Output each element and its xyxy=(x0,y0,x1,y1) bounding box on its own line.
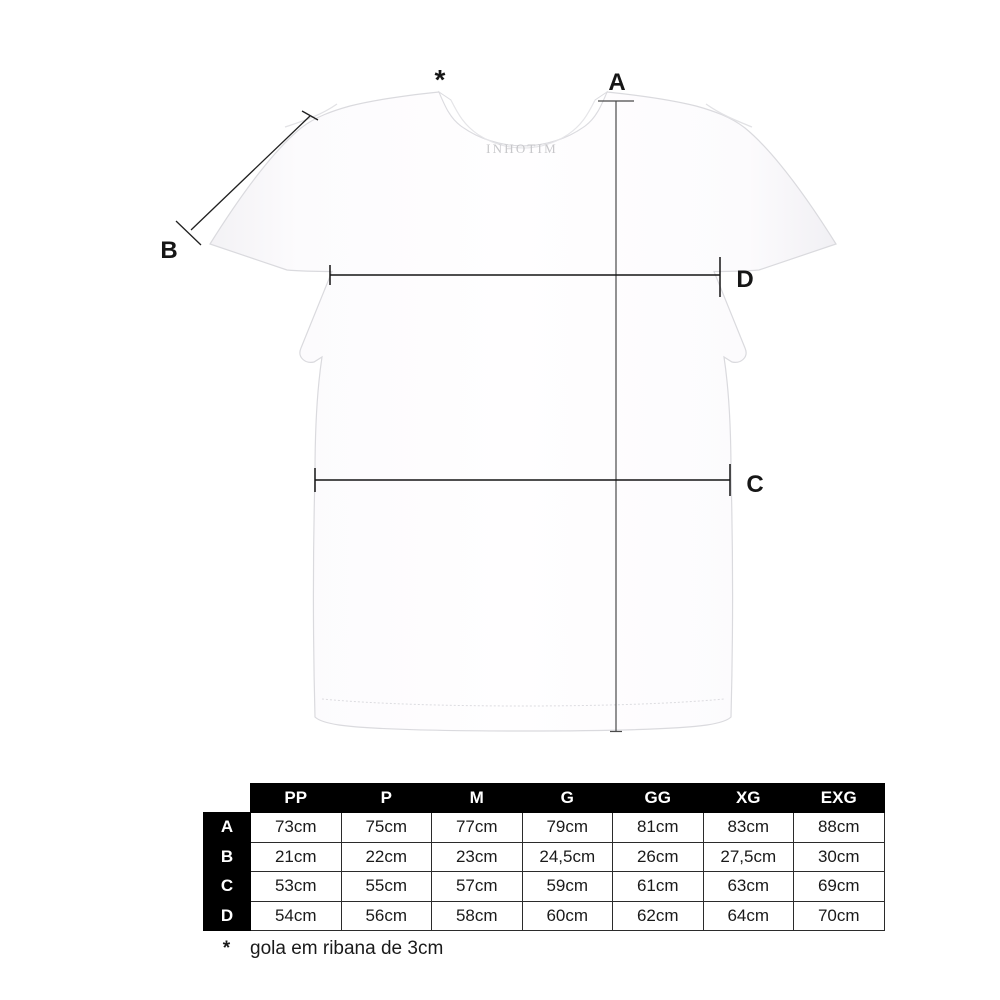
svg-text:A: A xyxy=(608,69,625,96)
svg-text:B: B xyxy=(160,237,177,264)
svg-text:C: C xyxy=(746,471,763,498)
svg-text:*: * xyxy=(435,64,446,95)
svg-text:D: D xyxy=(736,266,753,293)
svg-text:INHOTIM: INHOTIM xyxy=(486,141,558,156)
